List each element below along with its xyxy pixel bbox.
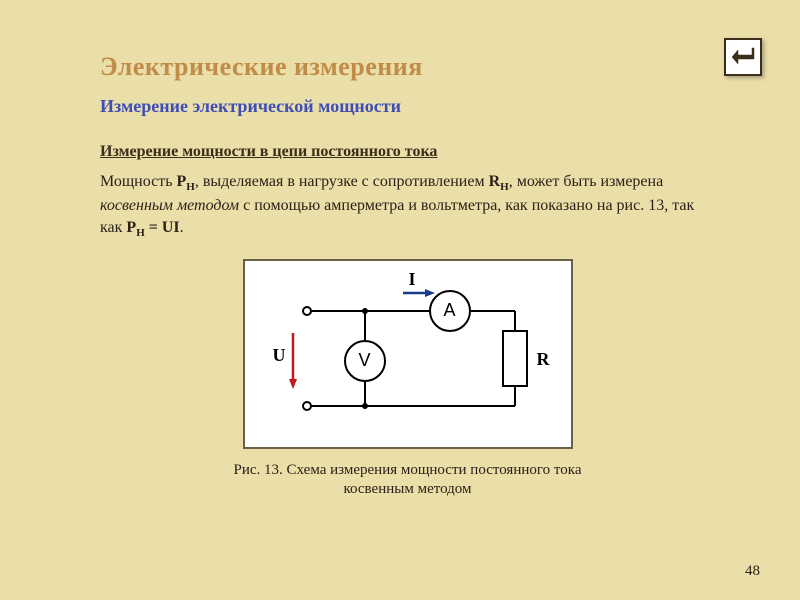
circuit-diagram: I U A V R — [243, 259, 573, 449]
body-text-a: Мощность — [100, 173, 177, 190]
body-emph: косвенным методом — [100, 197, 239, 214]
body-text-c: , может быть измерена — [509, 173, 664, 190]
label-A: A — [444, 300, 456, 321]
diagram-container: I U A V R — [100, 259, 715, 449]
body-text-b: , выделяемая в нагрузке с сопротивлением — [195, 173, 489, 190]
section-heading: Измерение мощности в цепи постоянного то… — [100, 143, 715, 161]
back-arrow-icon — [730, 42, 756, 73]
page-subtitle: Измерение электрической мощности — [100, 96, 715, 117]
body-paragraph: Мощность PН, выделяемая в нагрузке с соп… — [100, 171, 715, 241]
label-V: V — [359, 350, 371, 371]
back-button[interactable] — [724, 38, 762, 76]
label-U: U — [273, 345, 286, 366]
page-title: Электрические измерения — [100, 52, 715, 82]
label-I: I — [409, 269, 416, 290]
figure-caption: Рис. 13. Схема измерения мощности постоя… — [100, 461, 715, 500]
page-number: 48 — [745, 563, 760, 580]
label-R: R — [537, 349, 550, 370]
slide-content: Электрические измерения Измерение электр… — [0, 0, 800, 500]
